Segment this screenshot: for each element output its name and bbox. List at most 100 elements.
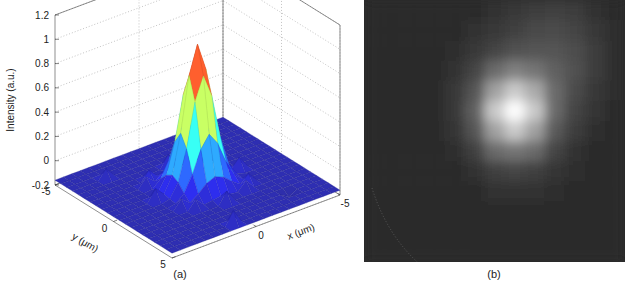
image-cell	[384, 202, 405, 223]
image-cell	[605, 121, 625, 142]
image-cell	[364, 121, 385, 142]
image-cell	[505, 181, 526, 202]
axis-line	[55, 15, 340, 258]
tick-label: 0	[258, 230, 264, 241]
image-cell	[605, 20, 625, 41]
tick-mark	[55, 63, 59, 64]
image-cell	[404, 81, 425, 102]
grid-line	[139, 0, 256, 227]
tick-mark	[114, 220, 117, 221]
image-cell	[545, 242, 566, 262]
grid-line	[114, 0, 282, 222]
image-cell	[424, 121, 445, 142]
image-cell	[484, 141, 505, 162]
image-cell	[444, 222, 465, 243]
tick-label: 0.8	[35, 58, 49, 69]
image-cell	[605, 222, 625, 243]
image-cell	[585, 20, 606, 41]
image-cell	[424, 60, 445, 81]
image-cell	[505, 202, 526, 223]
image-cell	[525, 40, 546, 61]
image-cell	[444, 20, 465, 41]
image-cell	[605, 60, 625, 81]
tick-mark	[338, 194, 340, 196]
image-cell	[545, 20, 566, 41]
image-cell	[525, 141, 546, 162]
image-cell	[404, 121, 425, 142]
grid-line	[55, 0, 340, 49]
tick-label: 0.6	[35, 82, 49, 93]
image-cell	[424, 181, 445, 202]
surface-cell	[166, 246, 180, 253]
image-cell	[505, 242, 526, 262]
image-cell	[424, 20, 445, 41]
image-cell	[484, 121, 505, 142]
image-cells	[364, 0, 625, 262]
image-cell	[525, 202, 546, 223]
image-cell	[464, 161, 485, 182]
image-cell	[505, 222, 526, 243]
image-cell	[404, 181, 425, 202]
image-cell	[585, 121, 606, 142]
tick-mark	[55, 136, 59, 137]
image-cell	[585, 242, 606, 262]
image-cell	[464, 181, 485, 202]
image-cell	[525, 222, 546, 243]
image-cell	[565, 101, 586, 122]
tick-mark	[55, 87, 59, 88]
image-cell	[565, 60, 586, 81]
image-cell	[444, 202, 465, 223]
image-cell	[565, 40, 586, 61]
image-cell	[605, 40, 625, 61]
image-cell	[444, 40, 465, 61]
image-cell	[585, 222, 606, 243]
image-cell	[565, 161, 586, 182]
image-cell	[364, 181, 385, 202]
image-cell	[525, 121, 546, 142]
image-cell	[444, 121, 465, 142]
surface	[55, 44, 340, 253]
tick-label: 0	[43, 155, 49, 166]
image-cell	[384, 101, 405, 122]
image-cell	[505, 81, 526, 102]
image-cell	[605, 101, 625, 122]
image-cell	[605, 0, 625, 21]
image-cell	[565, 20, 586, 41]
image-cell	[364, 40, 385, 61]
image-cell	[404, 222, 425, 243]
image-background	[364, 0, 625, 262]
image-cell	[484, 202, 505, 223]
image-cell	[424, 222, 445, 243]
image-cell	[464, 202, 485, 223]
tick-mark	[172, 257, 175, 258]
image-cell	[384, 20, 405, 41]
grid	[55, 0, 340, 258]
image-cell	[565, 222, 586, 243]
image-cell	[545, 181, 566, 202]
image-cell	[424, 40, 445, 61]
surface-panel: -0.200.20.40.60.811.2-505-50y (μm)x (μm)…	[5, 0, 350, 280]
image-cell	[364, 101, 385, 122]
axis-title: x (μm)	[285, 221, 316, 241]
image-cell	[444, 60, 465, 81]
grid-line	[172, 25, 340, 258]
image-cell	[464, 121, 485, 142]
image-cell	[424, 0, 445, 21]
image-cell	[464, 242, 485, 262]
image-cell	[384, 181, 405, 202]
image-cell	[585, 202, 606, 223]
image-cell	[545, 161, 566, 182]
image-cell	[525, 81, 546, 102]
image-cell	[384, 40, 405, 61]
image-cell	[484, 0, 505, 21]
image-cell	[505, 161, 526, 182]
tick-mark	[55, 184, 58, 185]
tick-mark	[55, 185, 59, 186]
image-cell	[565, 121, 586, 142]
image-cell	[384, 0, 405, 21]
image-cell	[444, 101, 465, 122]
image-cell	[525, 181, 546, 202]
tick-label: 1.2	[35, 10, 49, 21]
image-cell	[585, 181, 606, 202]
image-cell	[464, 0, 485, 21]
